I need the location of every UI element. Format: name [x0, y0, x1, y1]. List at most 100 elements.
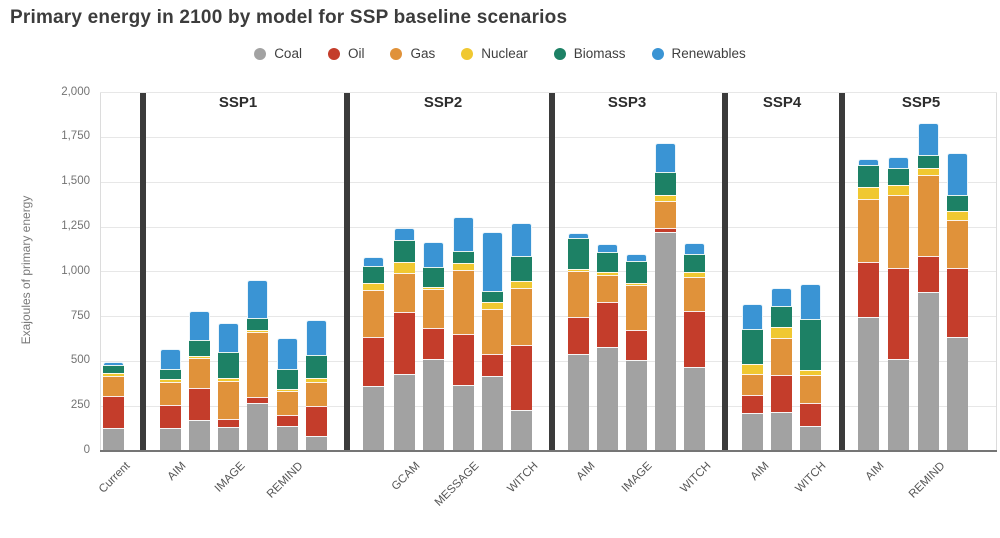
- bar-segment-oil[interactable]: [393, 312, 415, 375]
- bar-segment-renewables[interactable]: [511, 223, 533, 256]
- bar-segment-coal[interactable]: [947, 336, 968, 451]
- bar-segment-oil[interactable]: [511, 345, 533, 410]
- bar-segment-nuclear[interactable]: [452, 263, 474, 271]
- bar-segment-biomass[interactable]: [159, 369, 181, 379]
- bar-segment-renewables[interactable]: [452, 217, 474, 252]
- bar-segment-oil[interactable]: [596, 302, 618, 347]
- bar-segment-nuclear[interactable]: [742, 364, 763, 375]
- bar-segment-oil[interactable]: [103, 395, 124, 428]
- bar-segment-biomass[interactable]: [103, 365, 124, 374]
- bar-segment-biomass[interactable]: [742, 328, 763, 365]
- bar-segment-biomass[interactable]: [247, 318, 269, 331]
- bar-segment-renewables[interactable]: [888, 157, 909, 169]
- bar-segment-nuclear[interactable]: [363, 283, 385, 290]
- bar-segment-gas[interactable]: [188, 357, 210, 389]
- bar-segment-coal[interactable]: [568, 354, 590, 451]
- bar-segment-biomass[interactable]: [452, 251, 474, 264]
- bar-segment-coal[interactable]: [918, 291, 939, 451]
- legend-item-biomass[interactable]: Biomass: [553, 46, 626, 61]
- bar-segment-renewables[interactable]: [568, 232, 590, 239]
- bar-segment-coal[interactable]: [247, 402, 269, 451]
- bar-segment-coal[interactable]: [363, 386, 385, 451]
- bar-segment-nuclear[interactable]: [247, 330, 269, 333]
- bar-segment-oil[interactable]: [625, 330, 647, 361]
- bar-segment-gas[interactable]: [511, 288, 533, 346]
- bar-segment-renewables[interactable]: [306, 320, 327, 356]
- bar-segment-gas[interactable]: [684, 277, 705, 311]
- bar-segment-renewables[interactable]: [363, 257, 385, 266]
- bar-segment-gas[interactable]: [625, 285, 647, 331]
- bar-segment-biomass[interactable]: [857, 164, 879, 187]
- bar-segment-coal[interactable]: [103, 427, 124, 451]
- bar-segment-biomass[interactable]: [363, 265, 385, 284]
- legend-item-gas[interactable]: Gas: [390, 46, 435, 61]
- bar-segment-renewables[interactable]: [799, 284, 821, 320]
- bar-segment-renewables[interactable]: [684, 243, 705, 254]
- bar-segment-gas[interactable]: [159, 382, 181, 405]
- bar-segment-biomass[interactable]: [918, 155, 939, 168]
- bar-segment-biomass[interactable]: [568, 238, 590, 270]
- bar-segment-nuclear[interactable]: [857, 186, 879, 199]
- bar-segment-gas[interactable]: [306, 381, 327, 407]
- bar-segment-biomass[interactable]: [423, 266, 445, 287]
- bar-segment-biomass[interactable]: [276, 369, 298, 389]
- bar-segment-gas[interactable]: [481, 309, 503, 354]
- bar-segment-coal[interactable]: [306, 435, 327, 451]
- bar-segment-oil[interactable]: [684, 310, 705, 367]
- bar-segment-gas[interactable]: [103, 375, 124, 396]
- bar-segment-coal[interactable]: [393, 374, 415, 451]
- bar-segment-biomass[interactable]: [684, 253, 705, 272]
- bar-segment-nuclear[interactable]: [423, 286, 445, 290]
- bar-segment-nuclear[interactable]: [888, 185, 909, 195]
- bar-segment-biomass[interactable]: [625, 261, 647, 283]
- bar-segment-gas[interactable]: [363, 289, 385, 338]
- bar-segment-biomass[interactable]: [481, 290, 503, 303]
- bar-segment-renewables[interactable]: [218, 323, 240, 353]
- bar-segment-gas[interactable]: [452, 270, 474, 334]
- bar-segment-oil[interactable]: [452, 333, 474, 386]
- bar-segment-biomass[interactable]: [306, 355, 327, 379]
- bar-segment-coal[interactable]: [481, 376, 503, 451]
- bar-segment-renewables[interactable]: [423, 241, 445, 267]
- bar-segment-nuclear[interactable]: [596, 271, 618, 276]
- bar-segment-oil[interactable]: [770, 375, 792, 413]
- bar-segment-oil[interactable]: [363, 337, 385, 387]
- bar-segment-nuclear[interactable]: [159, 378, 181, 383]
- bar-segment-oil[interactable]: [888, 268, 909, 359]
- bar-segment-coal[interactable]: [423, 359, 445, 451]
- bar-segment-nuclear[interactable]: [188, 355, 210, 358]
- bar-segment-nuclear[interactable]: [393, 262, 415, 274]
- bar-segment-oil[interactable]: [918, 256, 939, 292]
- legend-item-oil[interactable]: Oil: [327, 46, 364, 61]
- bar-segment-gas[interactable]: [799, 375, 821, 403]
- bar-segment-nuclear[interactable]: [568, 269, 590, 272]
- bar-segment-renewables[interactable]: [247, 279, 269, 319]
- bar-segment-nuclear[interactable]: [276, 388, 298, 391]
- bar-segment-biomass[interactable]: [947, 194, 968, 212]
- bar-segment-renewables[interactable]: [770, 288, 792, 306]
- bar-segment-oil[interactable]: [742, 394, 763, 413]
- bar-segment-nuclear[interactable]: [770, 326, 792, 338]
- bar-segment-nuclear[interactable]: [481, 302, 503, 310]
- bar-segment-coal[interactable]: [770, 412, 792, 451]
- bar-segment-renewables[interactable]: [655, 142, 676, 172]
- bar-segment-coal[interactable]: [857, 317, 879, 451]
- bar-segment-nuclear[interactable]: [306, 378, 327, 382]
- legend-item-renewables[interactable]: Renewables: [651, 46, 746, 61]
- bar-segment-coal[interactable]: [596, 346, 618, 451]
- bar-segment-coal[interactable]: [276, 425, 298, 451]
- bar-segment-renewables[interactable]: [481, 232, 503, 291]
- bar-segment-renewables[interactable]: [857, 159, 879, 165]
- bar-segment-oil[interactable]: [218, 418, 240, 427]
- bar-segment-nuclear[interactable]: [218, 378, 240, 381]
- bar-segment-coal[interactable]: [511, 409, 533, 451]
- bar-segment-coal[interactable]: [625, 360, 647, 451]
- bar-segment-gas[interactable]: [568, 271, 590, 318]
- bar-segment-biomass[interactable]: [511, 255, 533, 282]
- bar-segment-renewables[interactable]: [159, 349, 181, 370]
- bar-segment-gas[interactable]: [596, 275, 618, 303]
- bar-segment-coal[interactable]: [684, 366, 705, 451]
- bar-segment-oil[interactable]: [306, 406, 327, 436]
- bar-segment-gas[interactable]: [742, 374, 763, 395]
- bar-segment-oil[interactable]: [159, 404, 181, 429]
